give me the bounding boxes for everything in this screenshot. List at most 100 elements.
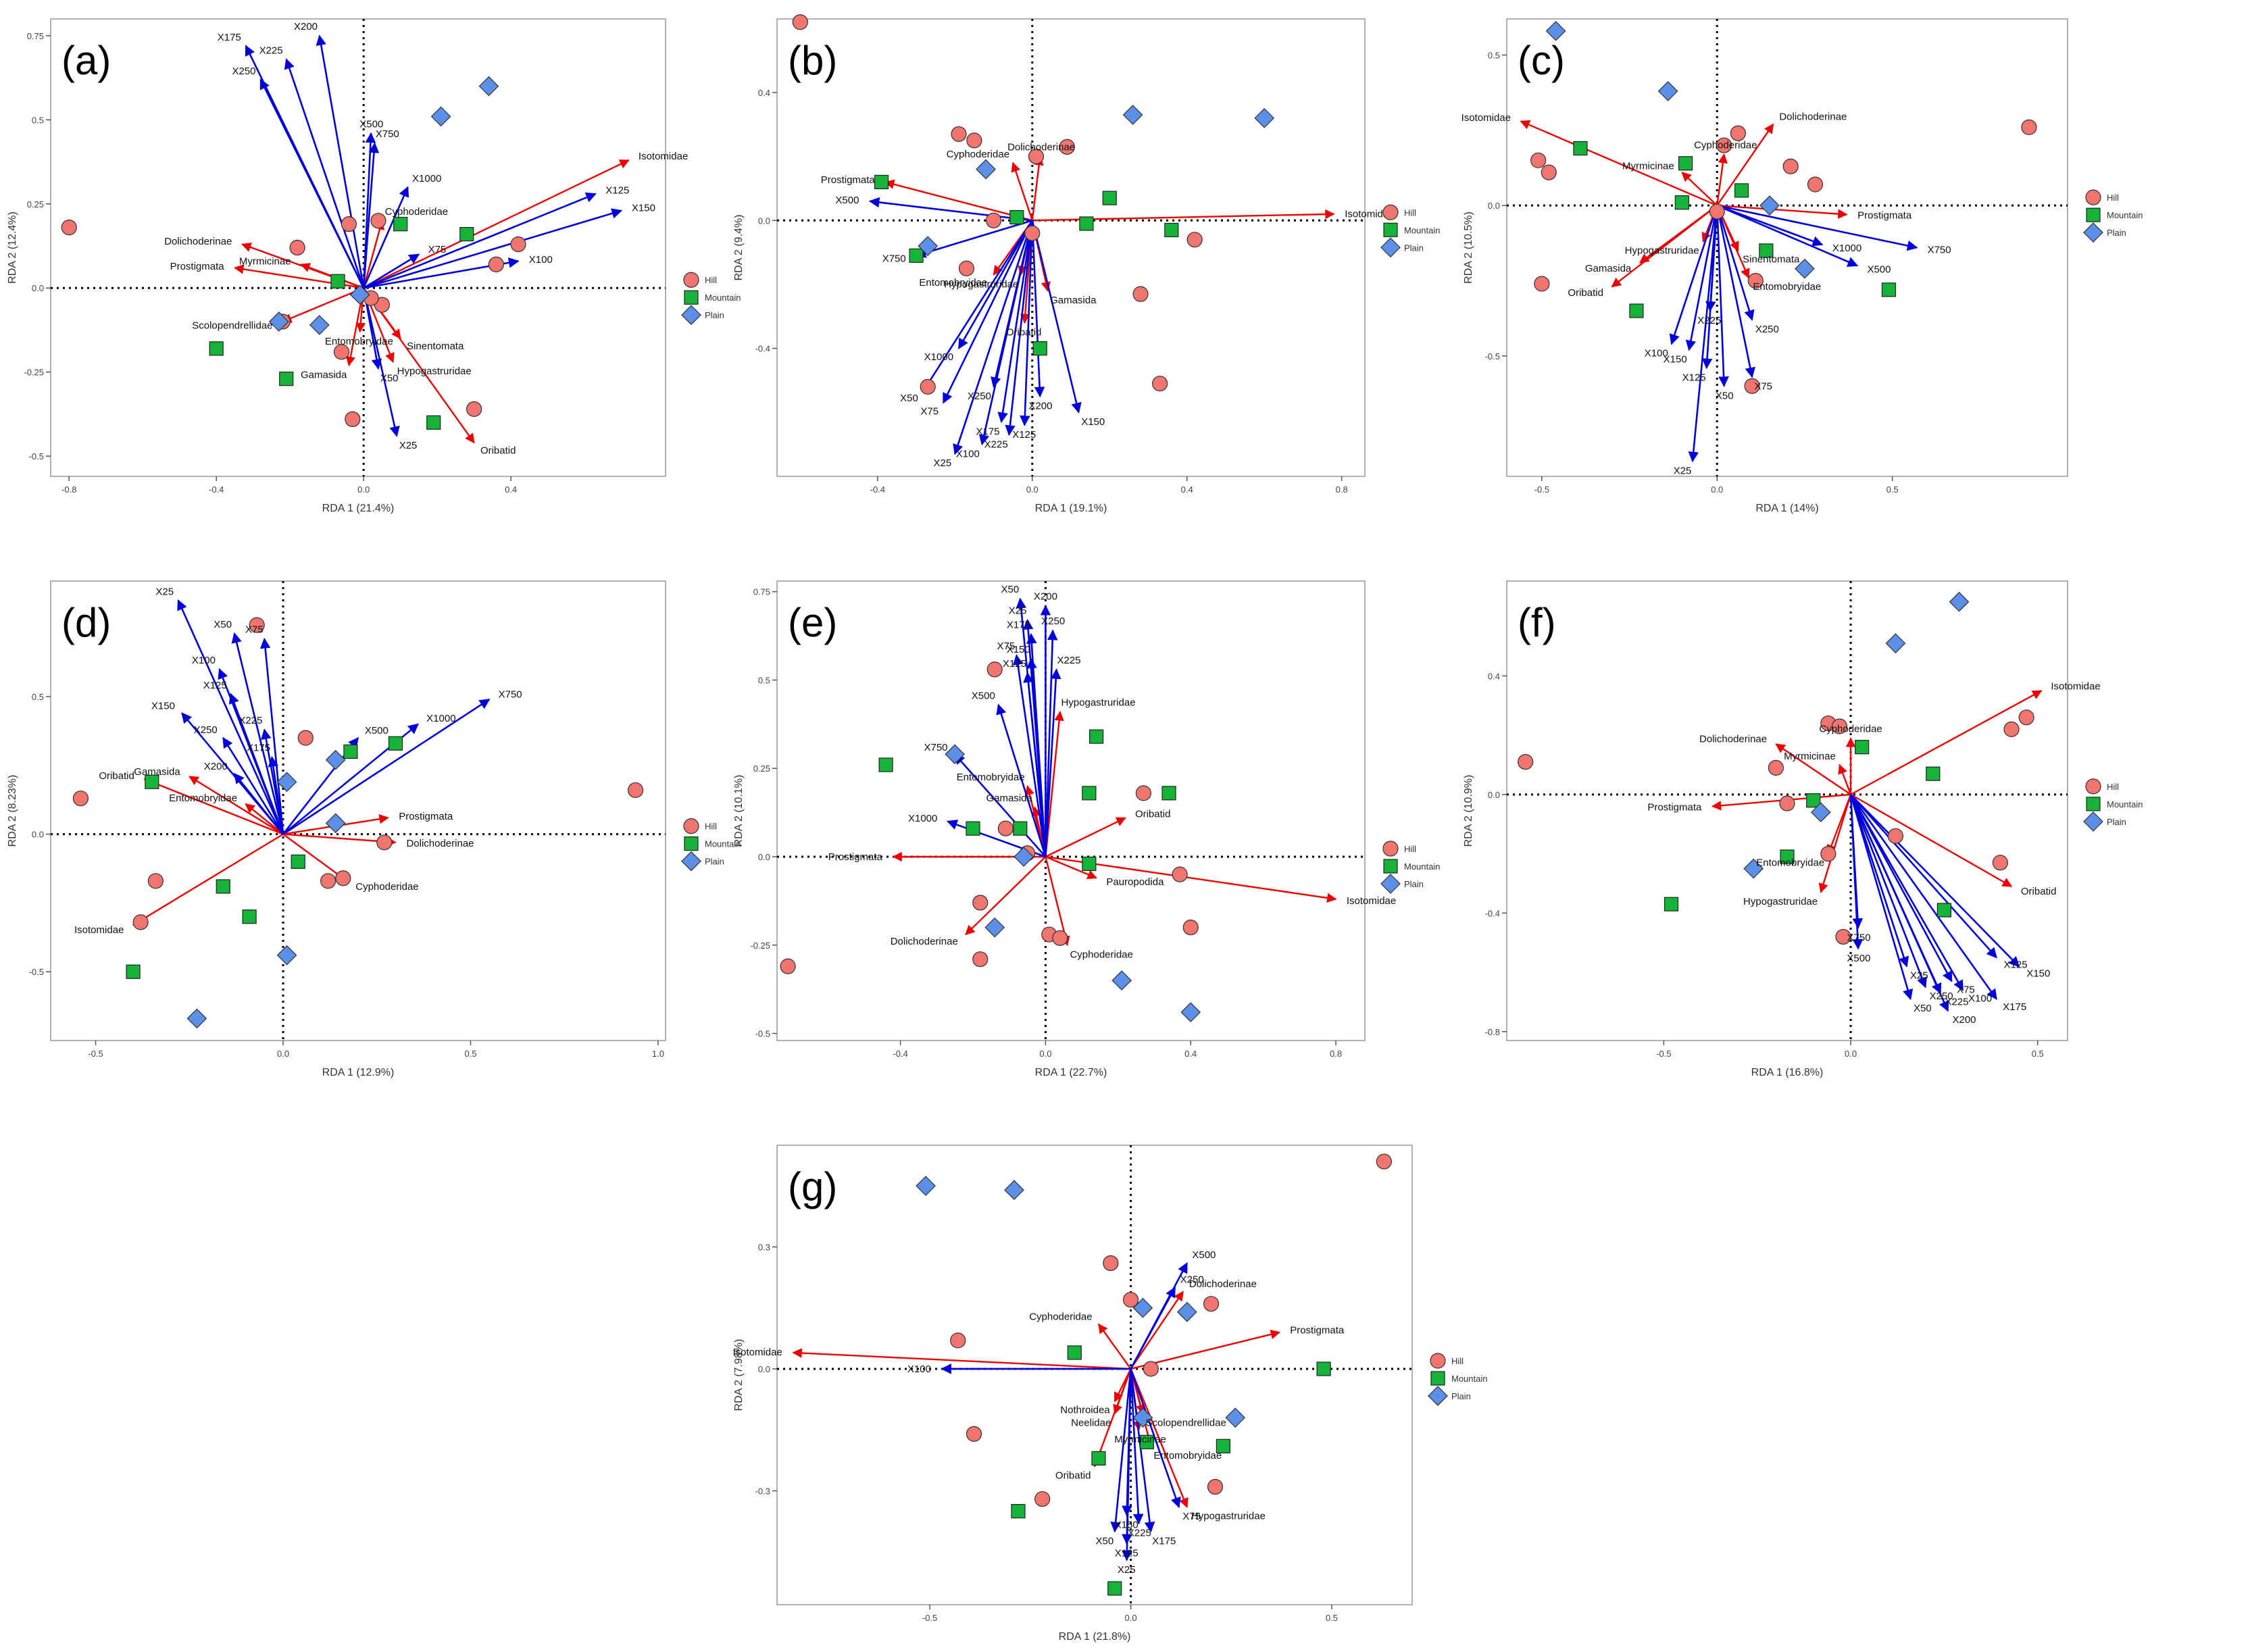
arrow-label: X500: [1847, 953, 1870, 964]
legend-key-plain: [681, 305, 701, 326]
arrow-label: Neelidae: [1071, 1417, 1111, 1428]
arrow-label: X50: [214, 619, 232, 630]
sample-point-plain: [1111, 970, 1132, 991]
taxon-arrow: [282, 833, 348, 882]
taxon-arrow: [1130, 1368, 1153, 1447]
sample-point-hill: [345, 411, 361, 427]
sample-point-hill: [1132, 286, 1149, 302]
x-tick-label: 0.5: [464, 1049, 476, 1059]
env-arrow: [1850, 794, 1997, 959]
arrow-label: X750: [924, 742, 947, 753]
sample-point-hill: [1024, 225, 1041, 241]
arrow-label: X100: [956, 448, 980, 459]
arrow-label: X225: [239, 715, 262, 726]
arrow-label: X75: [428, 244, 447, 255]
arrow-label: Prostigmata: [1290, 1324, 1345, 1336]
y-tick-label: 0.5: [32, 115, 44, 125]
env-arrow: [1849, 794, 1864, 950]
taxon-arrow: [1045, 711, 1064, 857]
sample-point-hill: [1779, 795, 1795, 811]
arrow-label: X175: [1152, 1536, 1176, 1547]
env-arrow: [868, 197, 1032, 222]
env-arrow: [997, 220, 1034, 424]
arrow-label: X250: [1930, 991, 1953, 1002]
arrow-label: X125: [1012, 429, 1036, 441]
sample-point-hill: [2003, 721, 2020, 737]
legend: Hill Mountain Plain: [681, 818, 741, 872]
legend: Hill Mountain Plain: [1380, 204, 1440, 258]
sample-point-plain: [1545, 20, 1566, 41]
sample-point-plain: [1132, 1297, 1153, 1318]
y-tick-label: 0.4: [1488, 671, 1500, 681]
x-axis-label: RDA 1 (19.1%): [1035, 503, 1107, 514]
x-tick-label: 0.8: [1330, 1049, 1342, 1059]
sample-point-hill: [1203, 1296, 1220, 1312]
legend-label: Plain: [2107, 817, 2126, 827]
x-tick-label: 0.0: [1039, 1049, 1051, 1059]
arrow-label: Gamasida: [1585, 263, 1632, 274]
arrow-label: Sinentomata: [407, 341, 464, 352]
rda-panel-c: -0.5 0.0 0.5 -0.5 0.0 0.5 RDA 1 (14%) RDA 2 (10…: [1461, 18, 2143, 514]
arrow-label: Dolichoderinae: [1007, 142, 1075, 153]
x-axis-label: RDA 1 (21.4%): [322, 503, 395, 514]
sample-point-plain: [918, 236, 939, 256]
y-tick-label: -0.5: [1485, 351, 1500, 361]
arrow-label: Oribatid: [2021, 886, 2057, 897]
sample-point-hill: [1709, 203, 1725, 220]
sample-point-mountain: [1089, 729, 1104, 744]
sample-point-mountain: [279, 372, 294, 386]
x-tick-label: 0.8: [1336, 484, 1348, 495]
arrow-label: X750: [376, 128, 399, 140]
sample-point-mountain: [1316, 1361, 1331, 1376]
sample-point-hill: [1835, 928, 1851, 945]
arrow-label: Dolichoderinae: [1699, 733, 1767, 745]
taxon-arrow: [363, 287, 475, 444]
x-tick-label: 0.5: [1886, 484, 1899, 495]
sample-point-hill: [1541, 164, 1557, 180]
arrow-label: Dolichoderinae: [1189, 1278, 1257, 1290]
legend-key-hill: [2085, 778, 2101, 795]
sample-point-hill: [1103, 1255, 1119, 1272]
taxon-arrow: [143, 778, 284, 835]
taxon-arrow: [1093, 1368, 1132, 1468]
rda-panel-d: -0.5 0.0 0.5 1.0 -0.5 0.0 0.5 RDA 1 (12.9%) RDA …: [7, 580, 741, 1078]
env-arrow: [1849, 794, 1909, 968]
arrow-label: Isotomidae: [1461, 112, 1511, 124]
arrow-label: X75: [245, 624, 264, 636]
legend-key-hill: [683, 818, 699, 834]
arrow-label: Cyphoderidae: [947, 149, 1009, 160]
taxon-arrow: [1520, 120, 1718, 207]
taxon-arrow: [1681, 172, 1718, 207]
sample-point-hill: [1376, 1153, 1392, 1170]
y-axis-label: RDA 2 (9.4%): [733, 215, 745, 281]
legend: Hill Mountain Plain: [2083, 189, 2143, 243]
env-arrow: [259, 637, 284, 834]
env-arrow: [233, 772, 284, 835]
y-tick-label: -0.3: [755, 1486, 770, 1497]
sample-point-plain: [430, 106, 451, 127]
y-tick-label: 0.0: [32, 830, 44, 840]
sample-point-mountain: [909, 248, 924, 263]
env-arrow: [1685, 205, 1718, 351]
sample-point-plain: [276, 945, 297, 966]
legend-label: Mountain: [1451, 1374, 1487, 1384]
legend-label: Hill: [1404, 207, 1416, 218]
arrow-label: X1000: [426, 713, 455, 724]
arrow-label: Isotomidae: [1347, 895, 1396, 907]
arrow-label: Isotomidae: [732, 1347, 782, 1358]
sample-point-mountain: [291, 854, 305, 869]
legend: Hill Mountain Plain: [2083, 778, 2143, 832]
arrow-label: Oribatid: [1135, 808, 1171, 820]
panel-label: (f): [1518, 600, 1556, 645]
arrow-label: X75: [920, 406, 939, 418]
sample-point-hill: [997, 820, 1014, 836]
arrow-label: Cyphoderidae: [1029, 1311, 1092, 1322]
legend-label: Hill: [2107, 782, 2119, 792]
env-arrow: [362, 142, 380, 289]
arrow-label: X100: [1645, 347, 1668, 359]
arrow-label: Prostigmata: [1857, 209, 1912, 221]
arrow-label: X50: [1914, 1003, 1932, 1014]
sample-point-mountain: [1734, 183, 1749, 198]
y-tick-label: 0.5: [1488, 50, 1500, 60]
arrow-label: X175: [247, 743, 270, 754]
